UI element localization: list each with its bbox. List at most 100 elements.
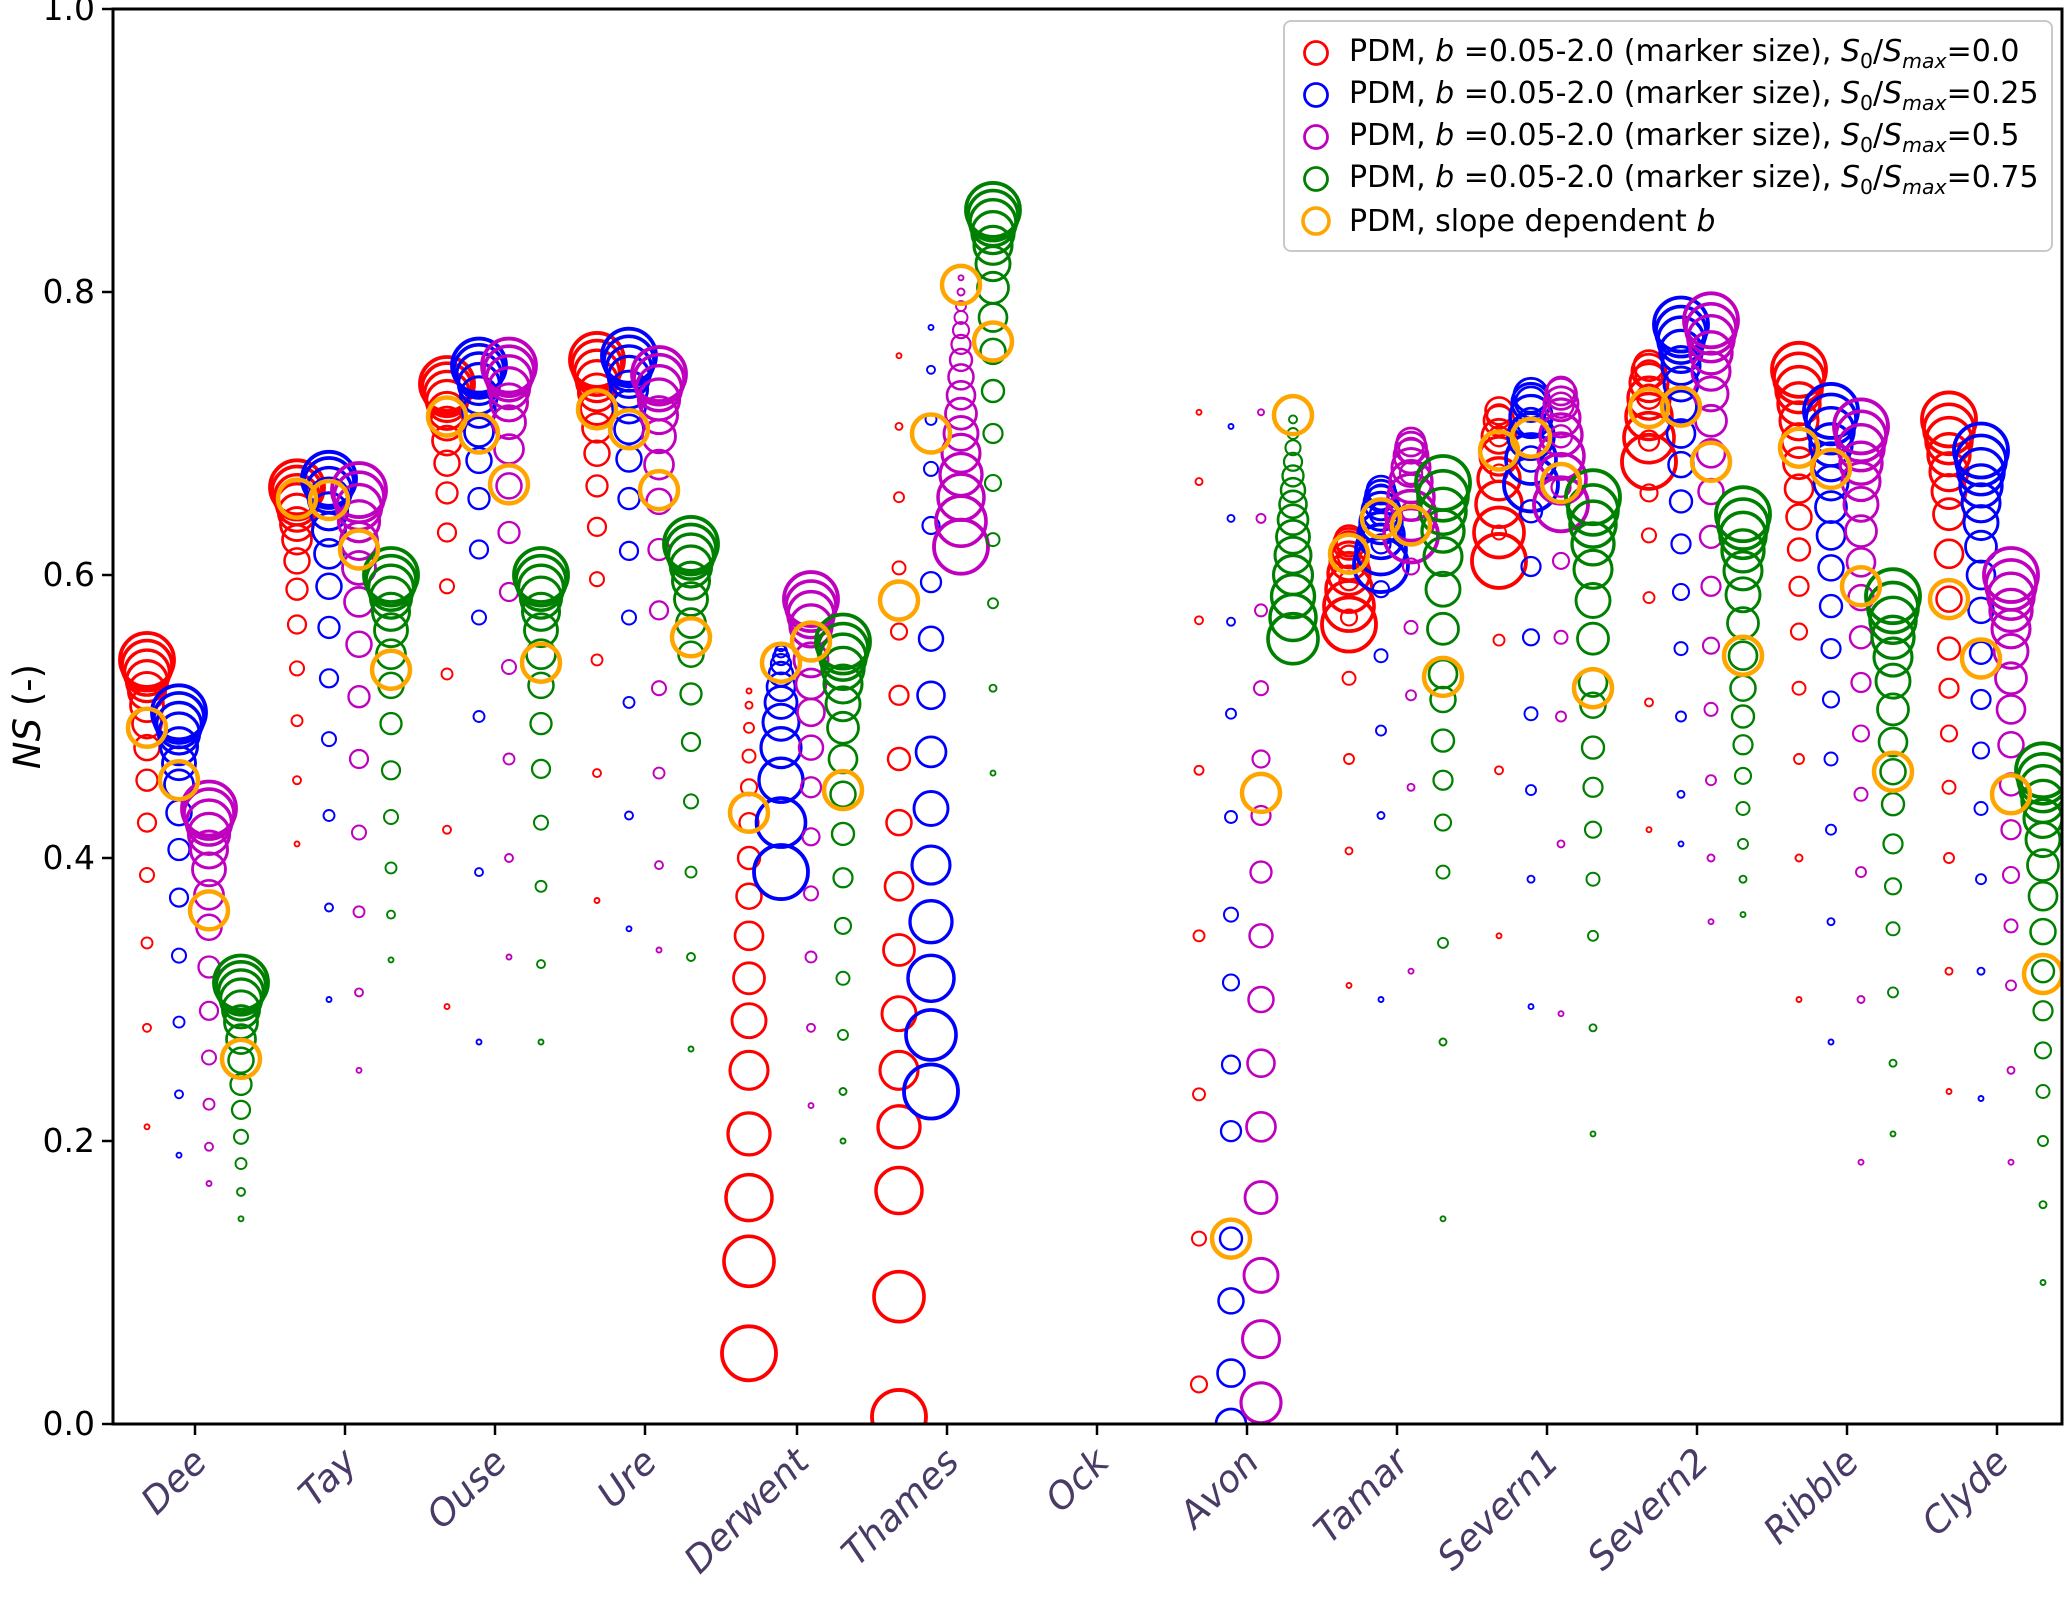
data-point-tamar-s50: [1395, 426, 1427, 458]
data-point-thames-s75: [980, 378, 1006, 404]
data-point-tamar-s75: [1422, 536, 1464, 578]
data-point-clyde-s75: [2033, 1041, 2053, 1060]
data-point-ouse-s25: [465, 446, 493, 475]
data-point-avon-s25: [1224, 810, 1238, 824]
data-point-derwent-s0: [722, 1234, 776, 1289]
data-point-derwent-s75: [827, 743, 859, 775]
data-point-thames-s0: [889, 622, 909, 641]
data-point-ouse-s25: [472, 710, 486, 723]
data-point-tay-s75: [368, 575, 414, 620]
data-point-severn1-s0: [1480, 417, 1518, 455]
data-point-severn2-s0: [1642, 591, 1656, 605]
data-point-severn2-s25: [1664, 389, 1698, 424]
data-point-tamar-s0: [1336, 544, 1362, 569]
data-point-ouse-s75: [530, 758, 552, 780]
data-point-ouse-s0: [442, 824, 452, 835]
data-point-clyde-s25: [1952, 421, 2010, 480]
data-point-severn2-s75: [1716, 497, 1770, 551]
data-point-ouse-s25: [470, 609, 488, 626]
data-point-ouse-s25: [468, 539, 490, 560]
data-point-tamar-s50: [1390, 446, 1432, 489]
data-point-derwent-s75: [816, 621, 870, 676]
data-point-derwent-s50: [792, 641, 830, 679]
data-point-ure-s25: [618, 540, 640, 562]
data-point-avon-s50: [1245, 1110, 1277, 1143]
data-point-avon-s75: [1284, 439, 1302, 457]
data-point-clyde-s75: [2018, 763, 2062, 814]
data-point-derwent-s0: [728, 1049, 770, 1091]
data-point-avon-s75: [1276, 503, 1310, 537]
data-point-severn1-s75: [1582, 776, 1604, 798]
data-point-ribble-s50: [1856, 995, 1866, 1004]
data-point-ouse-s75: [532, 814, 550, 831]
data-point-ribble-s50: [1857, 1158, 1865, 1166]
data-point-ouse-s25: [450, 336, 508, 395]
data-point-severn1-s50: [1556, 839, 1566, 849]
data-point-ribble-s50: [1836, 422, 1886, 473]
data-point-tamar-s75: [1420, 508, 1466, 554]
data-point-severn2-s25: [1677, 840, 1685, 848]
slope-b-point-ouse-s0: [425, 395, 469, 438]
data-point-tamar-s50: [1398, 460, 1424, 486]
data-point-clyde-s75: [2038, 1200, 2048, 1210]
slope-b-point-dee-s50: [187, 889, 231, 932]
data-point-ribble-s75: [1879, 757, 1907, 786]
data-point-severn2-s0: [1640, 527, 1658, 544]
data-point-derwent-s75: [824, 685, 862, 723]
data-point-severn1-s50: [1553, 629, 1569, 645]
slope-b-point-ribble-s50: [1839, 565, 1883, 608]
data-point-thames-s75: [983, 473, 1003, 493]
data-point-tay-s25: [325, 996, 333, 1003]
data-point-thames-s25: [906, 953, 956, 1004]
data-point-clyde-s50: [2005, 979, 2017, 992]
data-point-ouse-s75: [529, 711, 553, 736]
data-point-derwent-s25: [759, 725, 803, 770]
legend-ring-icon: [1299, 36, 1333, 70]
legend-ring: [1303, 124, 1329, 150]
data-point-avon-s0: [1194, 615, 1204, 626]
data-point-avon-s25: [1226, 513, 1236, 523]
data-point-ure-s25: [606, 354, 652, 400]
data-point-derwent-s50: [796, 697, 826, 728]
data-point-thames-s50: [936, 472, 986, 522]
data-point-ribble-s0: [1786, 537, 1812, 562]
data-point-ure-s75: [664, 522, 718, 577]
data-point-ure-s50: [650, 680, 668, 697]
data-point-avon-s25: [1225, 707, 1237, 720]
data-point-dee-s50: [193, 878, 225, 911]
data-point-avon-s50: [1257, 408, 1265, 417]
x-tick-label-avon: Avon: [1170, 1440, 1268, 1538]
data-point-derwent-s0: [733, 920, 765, 952]
data-point-clyde-s75: [2027, 880, 2059, 912]
data-point-thames-s75: [987, 597, 999, 610]
data-point-clyde-s0: [1938, 677, 1960, 699]
x-axis: Dee Tay Ouse Ure Derwent Thames Ock Avon Tamar Se…: [133, 1424, 2017, 1582]
data-point-severn2-s50: [1705, 774, 1717, 787]
data-point-avon-s50: [1243, 1180, 1279, 1216]
data-point-tamar-s50: [1407, 967, 1415, 975]
data-point-dee-s0: [140, 936, 154, 950]
legend-ring: [1301, 206, 1331, 236]
data-point-derwent-s25: [754, 796, 808, 849]
slope-b-point-severn1-s50: [1539, 461, 1583, 505]
data-point-ure-s25: [602, 334, 656, 389]
data-point-severn1-s0: [1472, 505, 1526, 560]
data-point-thames-s0: [885, 808, 913, 837]
data-point-avon-s50: [1255, 512, 1267, 524]
data-point-avon-s0: [1194, 477, 1204, 487]
data-point-ouse-s75: [514, 553, 568, 608]
data-point-ribble-s0: [1794, 853, 1804, 863]
data-point-clyde-s25: [1962, 504, 2000, 542]
data-point-severn2-s50: [1707, 918, 1715, 926]
data-point-ouse-s25: [463, 416, 495, 448]
data-point-ribble-s0: [1788, 575, 1810, 597]
data-point-dee-s50: [188, 829, 230, 870]
data-point-ure-s50: [655, 946, 663, 954]
data-point-thames-s75: [974, 245, 1012, 283]
data-point-severn1-s50: [1542, 385, 1580, 423]
legend-entry: PDM, slope dependent b: [1299, 201, 2033, 242]
legend-ring-icon: [1299, 120, 1333, 154]
y-axis: 0.0 0.2 0.4 0.6 0.8 1.0: [43, 0, 113, 1443]
data-point-clyde-s25: [1954, 433, 2008, 488]
data-point-dee-s25: [174, 1089, 184, 1100]
